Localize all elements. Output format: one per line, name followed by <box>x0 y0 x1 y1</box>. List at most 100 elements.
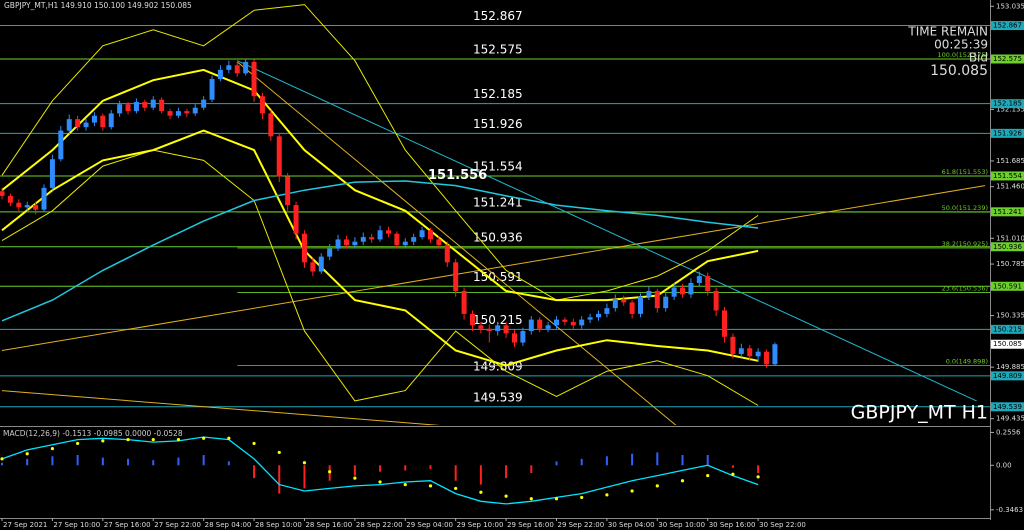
candle-body <box>75 119 81 128</box>
candle-body <box>108 113 114 128</box>
macd-histogram-bar <box>51 456 54 466</box>
candle-body <box>58 130 64 160</box>
macd-signal-dot <box>202 436 206 440</box>
macd-signal-dot <box>731 472 735 476</box>
level-label: 150.215 <box>473 313 523 327</box>
candle-body <box>587 317 593 320</box>
candle-body <box>276 136 282 177</box>
candle-body <box>377 230 383 240</box>
level-label: 149.539 <box>473 390 523 404</box>
candle-body <box>705 276 711 291</box>
macd-signal-dot <box>252 441 256 446</box>
candle-body <box>16 202 22 208</box>
candle-body <box>562 319 568 322</box>
level-price-label: 149.809 <box>993 372 1022 380</box>
macd-signal-dot <box>151 437 155 442</box>
macd-histogram-bar <box>253 465 256 479</box>
candle-body <box>352 241 358 246</box>
level-label: 151.926 <box>473 117 523 131</box>
candle-body <box>243 61 249 74</box>
y-tick-label: 150.785 <box>996 260 1024 268</box>
macd-histogram-bar <box>353 465 356 476</box>
x-tick-label: 29 Sep 04:00 <box>406 521 453 529</box>
candle-body <box>285 176 291 206</box>
indicator-line <box>1 180 759 322</box>
candle-body <box>411 237 417 242</box>
bid-box-label: 150.085 <box>993 340 1022 348</box>
candle-body <box>234 65 240 74</box>
macd-y-tick-label: -0.3463 <box>996 506 1023 514</box>
trendline <box>1 390 441 425</box>
candle-body <box>461 290 467 314</box>
bid-box <box>991 339 1024 349</box>
candle-body <box>335 239 341 249</box>
macd-histogram-bar <box>429 465 432 470</box>
candle-body <box>579 319 585 326</box>
indicator-line <box>1 149 759 406</box>
candle-body <box>596 313 602 318</box>
level-price-box <box>991 242 1024 252</box>
candle-body <box>444 245 450 263</box>
macd-signal-dot <box>479 490 483 494</box>
x-tick-label: 30 Sep 04:00 <box>608 521 655 529</box>
y-tick-label: 149.435 <box>996 415 1024 423</box>
indicator-line <box>1 68 759 302</box>
level-label: 151.241 <box>473 195 523 209</box>
candle-body <box>117 104 123 114</box>
candle-body <box>486 328 492 332</box>
candle-body <box>520 331 526 343</box>
macd-histogram-bar <box>454 465 457 481</box>
x-tick-label: 28 Sep 04:00 <box>205 521 252 529</box>
x-tick-label: 27 Sep 16:00 <box>104 521 151 529</box>
macd-histogram-bar <box>757 465 760 473</box>
y-tick-label: 151.460 <box>996 183 1024 191</box>
annotation: 151.556 <box>428 168 487 183</box>
macd-histogram-bar <box>505 465 508 479</box>
candle-body <box>730 336 736 354</box>
candle-body <box>159 99 165 112</box>
x-tick-label: 29 Sep 22:00 <box>557 521 604 529</box>
level-label: 151.554 <box>473 159 523 173</box>
macd-histogram-bar <box>177 457 180 466</box>
level-price-box <box>991 371 1024 381</box>
macd-signal-dot <box>353 476 357 480</box>
candle-body <box>385 230 391 234</box>
candle-body <box>537 319 543 329</box>
level-label: 150.591 <box>473 270 523 284</box>
x-tick-label: 29 Sep 16:00 <box>507 521 554 529</box>
candle-body <box>553 319 559 326</box>
macd-signal-dot <box>126 437 130 442</box>
candle-body <box>167 111 173 116</box>
fib-label: 23.6(150.536) <box>942 285 988 293</box>
candle-body <box>747 348 753 357</box>
candle-body <box>142 101 148 108</box>
candle-body <box>133 101 139 112</box>
level-price-label: 152.185 <box>993 100 1022 108</box>
level-price-label: 152.867 <box>993 22 1022 30</box>
candle-body <box>83 122 89 128</box>
macd-signal-dot <box>756 475 760 479</box>
candle-body <box>629 302 635 314</box>
macd-signal-dot <box>76 441 80 446</box>
candle-body <box>184 111 190 114</box>
candle-body <box>41 187 47 210</box>
level-price-label: 151.926 <box>993 129 1022 137</box>
macd-signal-dot <box>680 479 685 483</box>
macd-signal-dot <box>605 493 609 497</box>
candle-body <box>293 205 299 234</box>
macd-pane <box>0 436 760 505</box>
level-price-box <box>991 207 1024 217</box>
macd-signal-dot <box>428 484 433 488</box>
candle-body <box>217 69 223 80</box>
bid-price: 150.085 <box>930 63 988 79</box>
level-label: 152.575 <box>473 42 523 56</box>
y-tick-label: 149.885 <box>996 363 1024 371</box>
candle-body <box>419 230 425 238</box>
level-label: 152.867 <box>473 9 523 23</box>
macd-histogram-bar <box>202 455 205 466</box>
candle-body <box>453 262 459 291</box>
level-price-label: 149.539 <box>993 403 1022 411</box>
x-tick-label: 30 Sep 10:00 <box>658 521 705 529</box>
x-tick-label: 27 Sep 22:00 <box>154 521 201 529</box>
candle-body <box>175 111 181 116</box>
